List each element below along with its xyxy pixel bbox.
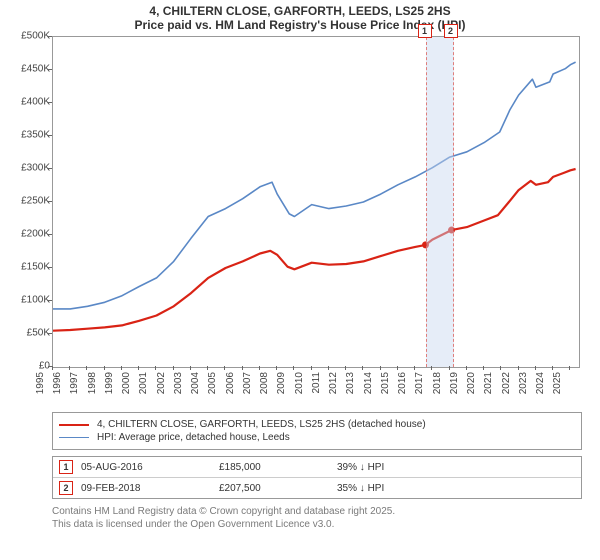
legend-item: 4, CHILTERN CLOSE, GARFORTH, LEEDS, LS25… xyxy=(59,419,575,430)
copyright: Contains HM Land Registry data © Crown c… xyxy=(52,505,582,531)
y-tick-label: £500K xyxy=(10,31,50,42)
legend-label: 4, CHILTERN CLOSE, GARFORTH, LEEDS, LS25… xyxy=(97,419,426,430)
y-tick-label: £200K xyxy=(10,229,50,240)
sale-delta: 39% ↓ HPI xyxy=(337,462,575,473)
legend: 4, CHILTERN CLOSE, GARFORTH, LEEDS, LS25… xyxy=(52,412,582,450)
sale-delta: 35% ↓ HPI xyxy=(337,483,575,494)
copyright-line: This data is licensed under the Open Gov… xyxy=(52,518,582,531)
y-tick-label: £100K xyxy=(10,295,50,306)
chart-series-line xyxy=(53,62,576,309)
sale-price: £207,500 xyxy=(219,483,329,494)
sales-table: 1 05-AUG-2016 £185,000 39% ↓ HPI 2 09-FE… xyxy=(52,456,582,499)
chart-plot xyxy=(52,36,580,368)
y-tick-label: £0 xyxy=(10,361,50,372)
table-row: 2 09-FEB-2018 £207,500 35% ↓ HPI xyxy=(53,477,581,498)
y-tick-label: £400K xyxy=(10,97,50,108)
legend-label: HPI: Average price, detached house, Leed… xyxy=(97,432,290,443)
legend-swatch xyxy=(59,437,89,438)
legend-item: HPI: Average price, detached house, Leed… xyxy=(59,432,575,443)
y-tick-label: £150K xyxy=(10,262,50,273)
chart-series-line xyxy=(53,169,576,331)
chart-area: £0 £50K £100K £150K £200K £250K £300K £350K £400… xyxy=(10,36,580,406)
y-tick-label: £450K xyxy=(10,64,50,75)
sale-price: £185,000 xyxy=(219,462,329,473)
y-tick-label: £350K xyxy=(10,130,50,141)
sale-period-band xyxy=(426,37,454,367)
page-title-address: 4, CHILTERN CLOSE, GARFORTH, LEEDS, LS25… xyxy=(0,4,600,18)
y-tick-label: £300K xyxy=(10,163,50,174)
sale-date: 09-FEB-2018 xyxy=(81,483,211,494)
sale-date: 05-AUG-2016 xyxy=(81,462,211,473)
table-row: 1 05-AUG-2016 £185,000 39% ↓ HPI xyxy=(53,457,581,477)
sale-marker-icon: 1 xyxy=(418,24,432,38)
y-tick-label: £250K xyxy=(10,196,50,207)
page-title-sub: Price paid vs. HM Land Registry's House … xyxy=(0,18,600,32)
legend-swatch xyxy=(59,424,89,426)
sale-marker-icon: 1 xyxy=(59,460,73,474)
sale-marker-icon: 2 xyxy=(59,481,73,495)
sale-marker-icon: 2 xyxy=(444,24,458,38)
copyright-line: Contains HM Land Registry data © Crown c… xyxy=(52,505,582,518)
x-tick-label: 2025 xyxy=(552,372,586,394)
y-tick-label: £50K xyxy=(10,328,50,339)
